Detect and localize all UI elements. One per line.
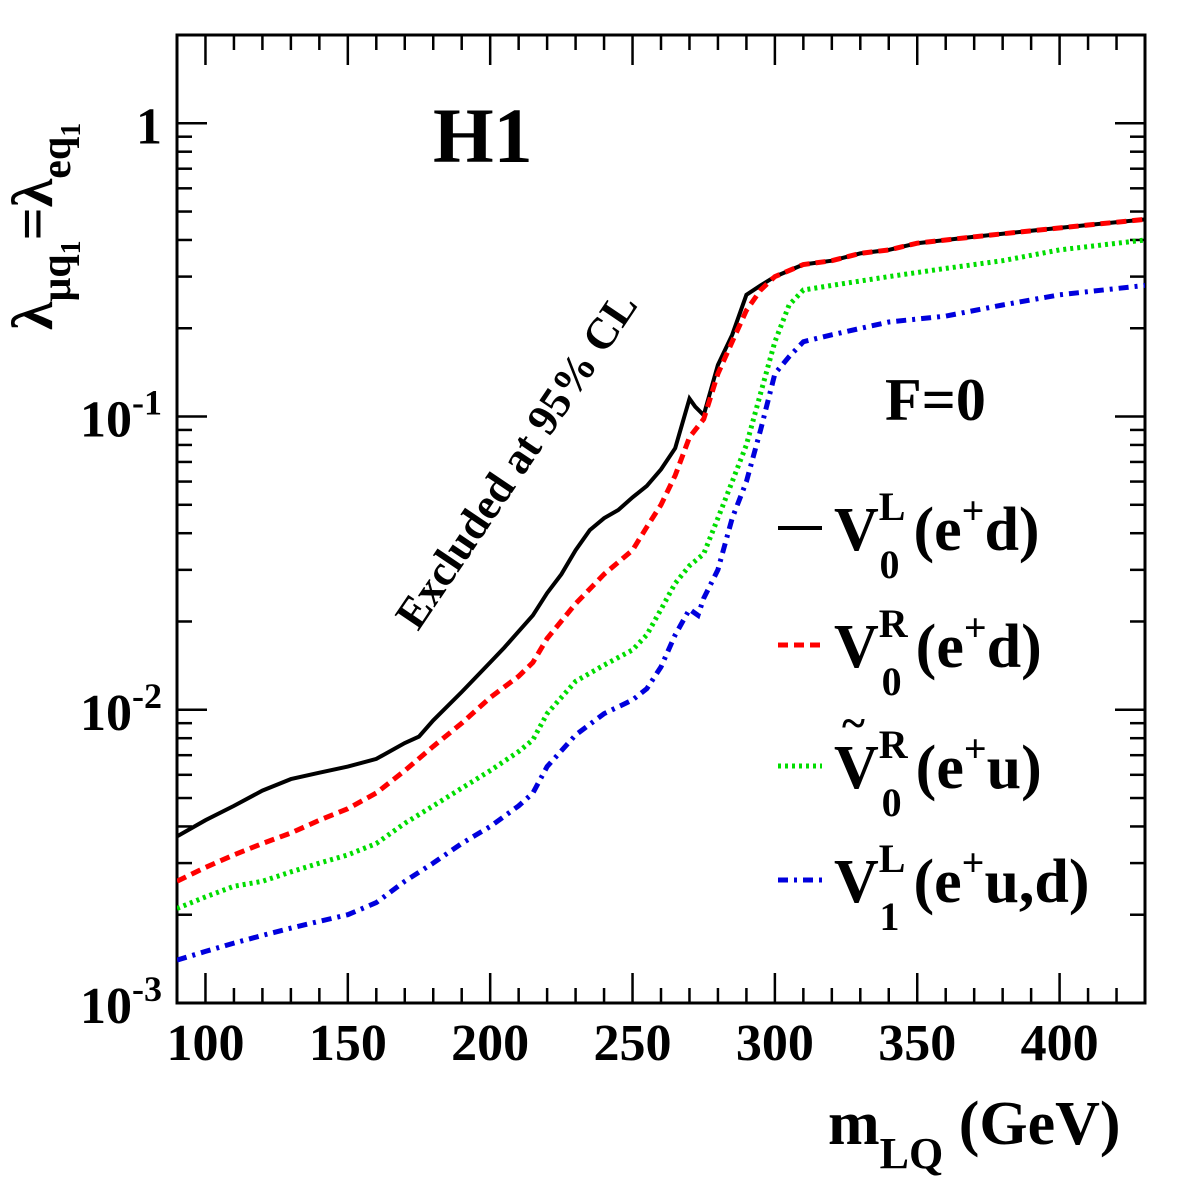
x-axis-title-unit: (GeV) (943, 1090, 1120, 1158)
series-line-3 (177, 282, 1145, 963)
legend-tilde: ~ (842, 699, 865, 748)
y-axis-title: λμq1=λeq1 (0, 123, 87, 330)
x-tick-label: 150 (309, 1015, 387, 1072)
experiment-label: H1 (433, 92, 533, 179)
y-tick-label: 10-2 (80, 676, 162, 742)
y-tick-labels: 1 10-1 10-2 10-3 (80, 98, 162, 1035)
x-tick-label: 350 (878, 1015, 956, 1072)
series-line-2 (177, 237, 1145, 911)
curves (177, 216, 1145, 963)
x-axis-title-main: m (828, 1090, 880, 1158)
axis-ticks (175, 33, 1147, 1005)
x-tick-label: 200 (451, 1015, 529, 1072)
legend-label: VR 0(e+u) (834, 722, 1042, 825)
legend-label: VR 0(e+d) (834, 601, 1042, 704)
x-tick-label: 250 (594, 1015, 672, 1072)
x-axis-title: mLQ (GeV) (828, 1090, 1121, 1178)
legend: VL 0(e+d) VR 0(e+d) VR 0(e+u)~ VL 1(e+u,d) (778, 484, 1090, 939)
series-line-1 (177, 216, 1145, 884)
x-axis-title-sub: LQ (880, 1129, 944, 1178)
legend-label: VL 0(e+d) (834, 484, 1040, 587)
x-tick-labels: 100 150 200 250 300 350 400 (166, 1015, 1098, 1072)
annotation-f0: F=0 (885, 367, 986, 433)
y-tick-label: 10-1 (80, 383, 162, 449)
x-tick-label: 300 (736, 1015, 814, 1072)
y-tick-label: 1 (136, 98, 162, 155)
x-tick-label: 100 (166, 1015, 244, 1072)
excluded-region-label: Excluded at 95% CL (386, 283, 647, 638)
legend-label: VL 1(e+u,d) (834, 836, 1090, 939)
y-tick-label: 10-3 (80, 969, 162, 1035)
x-tick-label: 400 (1021, 1015, 1099, 1072)
